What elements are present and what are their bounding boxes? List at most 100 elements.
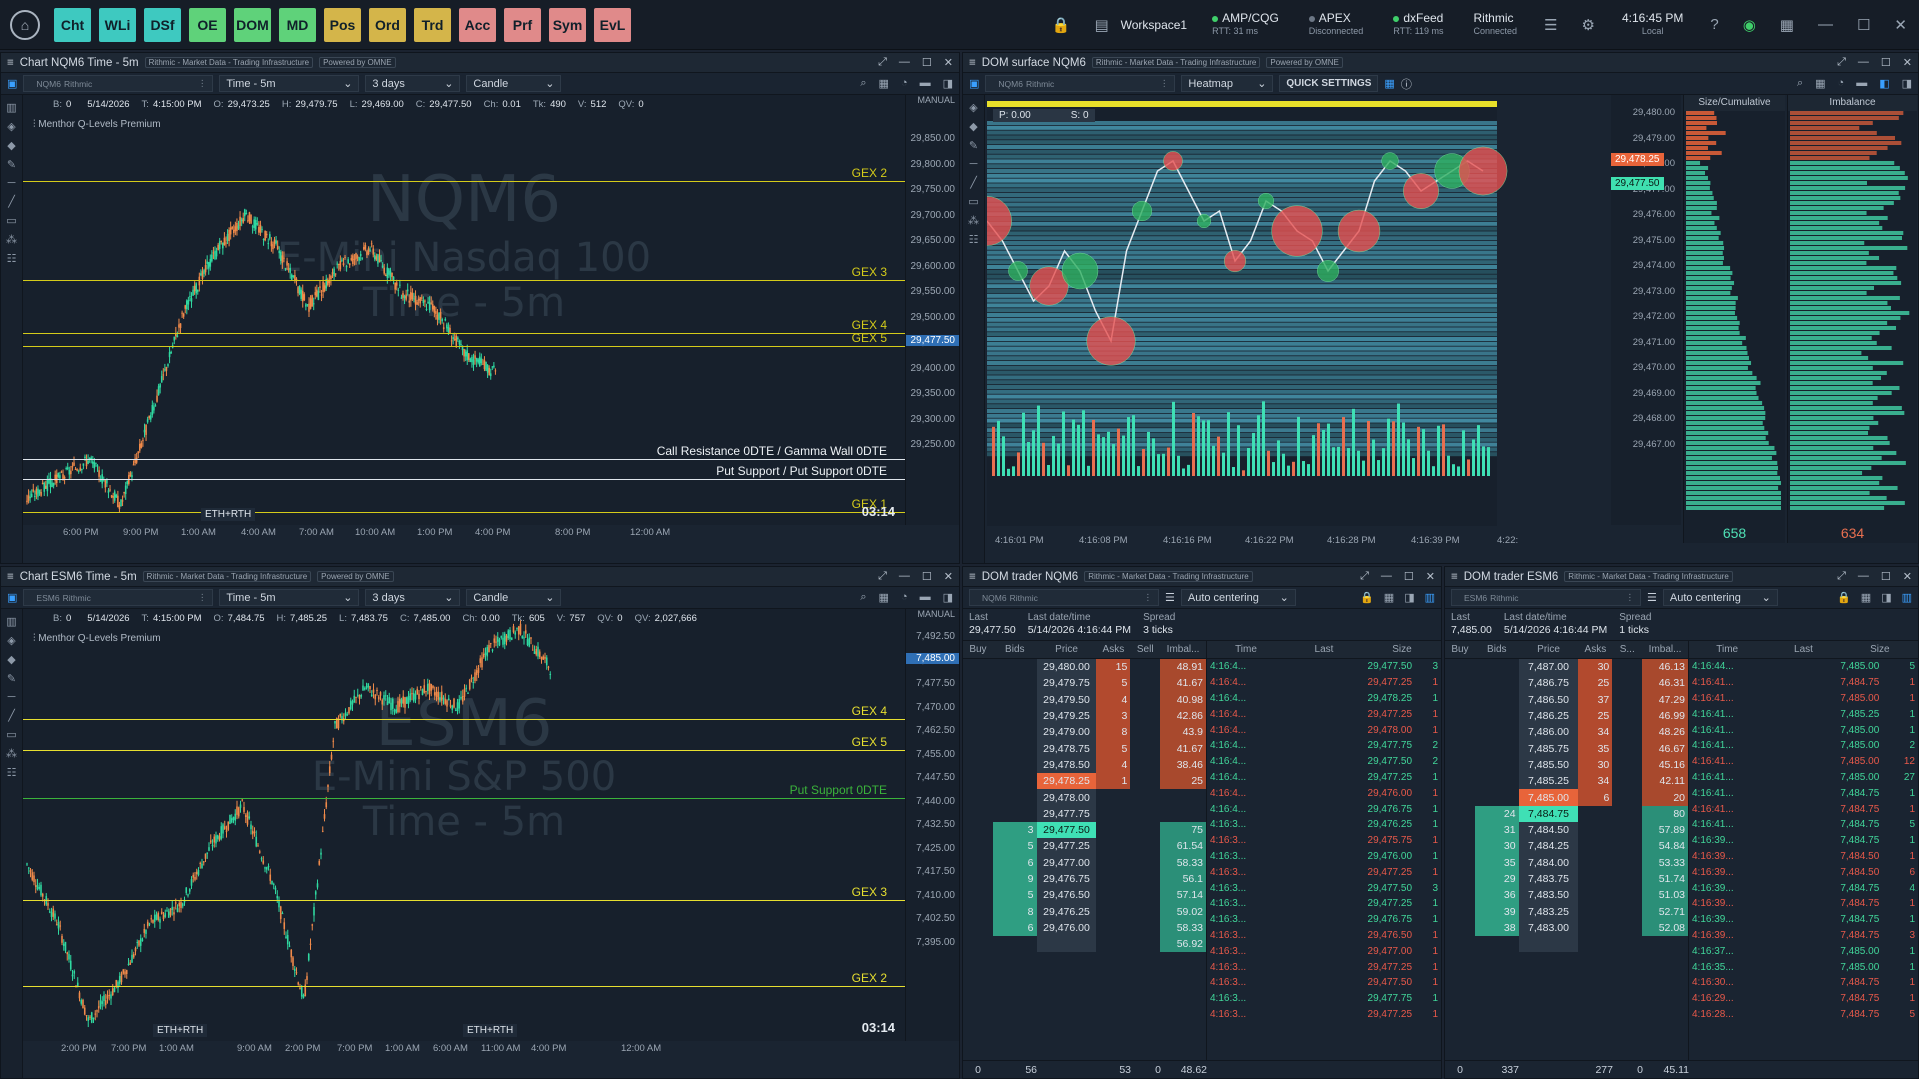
symbol-selector[interactable]: NQM6 Rithmic ⋮ [985, 75, 1176, 92]
chart-type-icon[interactable]: ▥ [6, 616, 17, 628]
connection-ampcqg[interactable]: AMP/CQG RTT: 31 ms [1197, 11, 1294, 38]
ladder-cell[interactable]: 29,478.25 [1036, 773, 1097, 790]
ladder-cell[interactable] [1096, 806, 1130, 822]
ladder-cell[interactable] [1130, 903, 1160, 919]
ladder-cell[interactable] [1445, 773, 1475, 789]
expand-icon[interactable]: ⤢ [1837, 56, 1846, 68]
hline-icon[interactable]: ─ [7, 691, 16, 703]
ladder-cell[interactable]: 56.92 [1160, 936, 1206, 953]
list-icon[interactable]: ☷ [968, 234, 979, 246]
ladder-cell[interactable] [1612, 773, 1642, 789]
ladder-cell[interactable] [1612, 871, 1642, 887]
ladder-cell[interactable] [963, 838, 993, 854]
ladder-cell[interactable] [1445, 708, 1475, 724]
mode-select[interactable]: Heatmap ⌄ [1181, 75, 1274, 92]
dom-column-header[interactable]: S... [1619, 644, 1635, 655]
ladder-cell[interactable] [1130, 724, 1160, 740]
ladder-cell[interactable]: 57.14 [1160, 887, 1206, 904]
app-button-dom[interactable]: DOM [234, 7, 271, 42]
ladder-cell[interactable] [1445, 740, 1475, 756]
timeframe-select[interactable]: Time - 5m ⌄ [219, 75, 360, 92]
ladder-cell[interactable] [1096, 789, 1130, 805]
dom-column-header[interactable]: Imbal... [1166, 644, 1200, 655]
ladder-cell[interactable] [1096, 855, 1130, 871]
link-icon[interactable]: ▣ [969, 78, 980, 90]
panel-menu-icon[interactable]: ≡ [969, 56, 976, 69]
ladder-cell[interactable]: 7,485.00 [1518, 789, 1579, 806]
ladder-cell[interactable] [1475, 757, 1519, 773]
ladder-cell[interactable] [1130, 887, 1160, 903]
ts-column-header[interactable]: Size [1392, 644, 1412, 655]
ladder-cell[interactable] [993, 708, 1037, 724]
expand-icon[interactable]: ⤢ [1837, 570, 1846, 582]
ladder-cell[interactable]: 7,485.50 [1518, 756, 1579, 774]
ladder-cell[interactable] [993, 936, 1037, 952]
close-icon[interactable]: ✕ [1902, 57, 1912, 69]
ladder-cell[interactable]: 59.02 [1160, 903, 1206, 920]
user-icon[interactable]: ◉ [1742, 16, 1756, 34]
pencil-icon[interactable]: ✎ [6, 673, 17, 685]
ladder-cell[interactable]: 29,479.50 [1036, 691, 1097, 708]
ladder-cell[interactable]: 7,486.25 [1518, 707, 1579, 725]
ladder-cell[interactable] [1475, 675, 1519, 691]
ladder-cell[interactable] [1475, 724, 1519, 740]
connection-rithmic[interactable]: Rithmic Connected [1459, 11, 1533, 38]
ladder-row[interactable]: 29,479.75 5 41.67 [963, 675, 1206, 692]
ladder-cell[interactable] [1096, 871, 1130, 887]
ladder-cell[interactable] [1475, 936, 1519, 952]
ladder-cell[interactable] [963, 855, 993, 871]
ladder-cell[interactable] [1130, 659, 1160, 675]
ladder-cell[interactable]: 42.11 [1642, 773, 1688, 790]
ladder-cell[interactable]: 8 [1096, 724, 1131, 741]
ladder-cell[interactable]: 29,477.00 [1036, 854, 1097, 871]
ladder-cell[interactable]: 24 [1474, 805, 1519, 822]
ladder-cell[interactable] [963, 740, 993, 756]
ladder-row[interactable]: 31 7,484.50 57.89 [1445, 821, 1688, 839]
price-chart[interactable]: B: 0 5/14/2026 T: 4:15:00 PM O: 7,484.75 H: 7,48… [23, 609, 905, 1041]
ladder-cell[interactable]: 41.67 [1160, 740, 1206, 757]
ladder-cell[interactable]: 56.1 [1160, 870, 1206, 888]
ladder-cell[interactable] [1475, 708, 1519, 724]
ladder-cell[interactable] [1578, 822, 1612, 838]
rect-icon[interactable]: ▭ [6, 729, 17, 741]
ladder-cell[interactable]: 20 [1642, 789, 1688, 806]
list-icon[interactable]: ☷ [6, 253, 17, 265]
ladder-cell[interactable] [993, 806, 1037, 822]
maximize-icon[interactable]: ☐ [1403, 571, 1414, 583]
template-icon[interactable]: ▬ [919, 77, 931, 89]
ladder-cell[interactable] [1036, 936, 1097, 953]
ladder-cell[interactable]: 57.89 [1642, 821, 1688, 839]
layers-icon[interactable]: ◈ [7, 121, 16, 133]
calc-icon[interactable]: ▦ [1860, 592, 1872, 604]
calc-icon[interactable]: ▦ [1383, 592, 1395, 604]
ladder-row[interactable]: 35 7,484.00 53.33 [1445, 854, 1688, 871]
rect-icon[interactable]: ▭ [6, 215, 17, 227]
panel-menu-icon[interactable]: ≡ [7, 56, 14, 69]
time-axis[interactable]: 6:00 PM 9:00 PM 1:00 AM 4:00 AM 7:00 AM 10:00… [23, 525, 905, 545]
dom-column-header[interactable]: Buy [969, 644, 987, 655]
ladder-cell[interactable] [1130, 740, 1160, 756]
search-icon[interactable]: ⌕ [860, 591, 867, 603]
ladder-cell[interactable] [993, 724, 1037, 740]
dom-column-header[interactable]: Buy [1451, 644, 1469, 655]
ladder-cell[interactable] [1612, 936, 1642, 952]
ladder-cell[interactable] [963, 936, 993, 952]
workspace-name[interactable]: Workspace1 [1120, 17, 1188, 32]
alarm-icon[interactable]: ◔ [900, 591, 908, 603]
link-icon[interactable]: ▣ [7, 592, 18, 604]
ladder-row[interactable]: 36 7,483.50 51.03 [1445, 887, 1688, 904]
workspace-icon[interactable]: ▤ [1094, 16, 1109, 34]
ladder-cell[interactable]: 52.08 [1642, 919, 1688, 937]
ladder-cell[interactable] [1130, 675, 1160, 691]
ladder-cell[interactable] [1445, 855, 1475, 871]
ladder-cell[interactable]: 29,477.75 [1036, 805, 1097, 822]
ladder-cell[interactable] [1160, 789, 1206, 805]
ladder-cell[interactable]: 45.16 [1642, 756, 1688, 774]
app-button-prf[interactable]: Prf [504, 7, 541, 42]
ladder-row[interactable]: 5 29,477.25 61.54 [963, 838, 1206, 855]
app-button-evl[interactable]: EvL [594, 7, 631, 42]
dom-column-header[interactable]: Imbal... [1648, 644, 1682, 655]
ladder-cell[interactable]: 6 [1578, 789, 1613, 806]
fib-icon[interactable]: ⁂ [6, 748, 17, 760]
ladder-cell[interactable] [1612, 806, 1642, 822]
